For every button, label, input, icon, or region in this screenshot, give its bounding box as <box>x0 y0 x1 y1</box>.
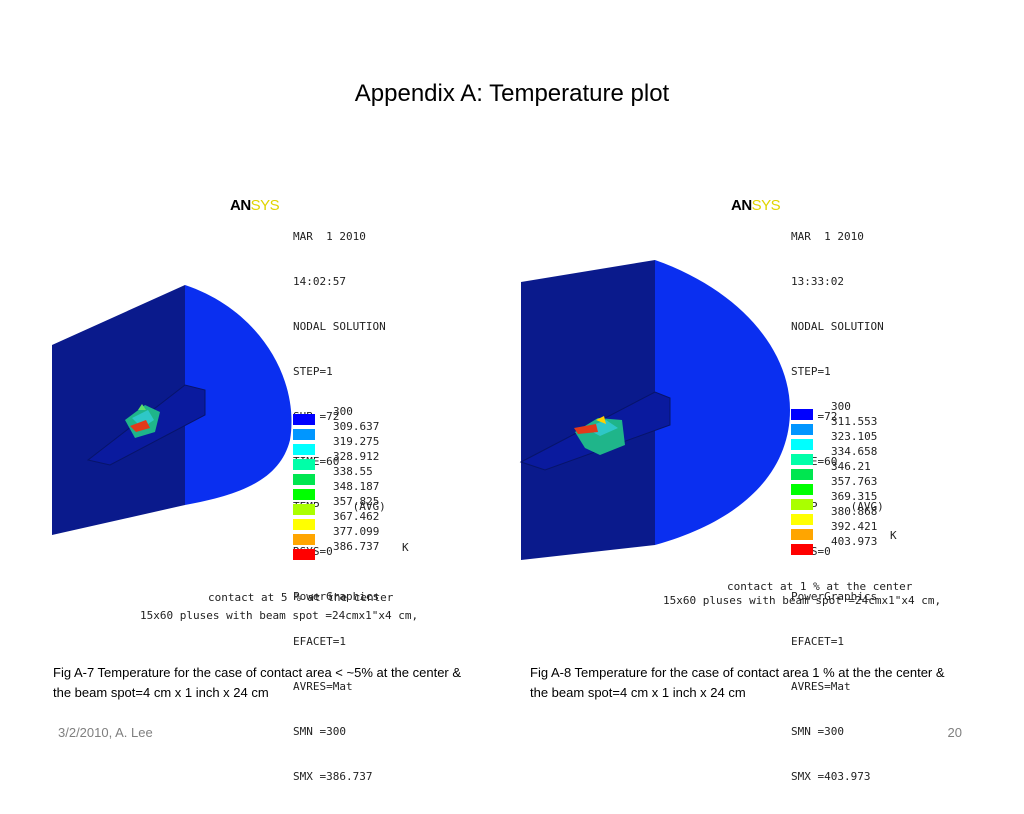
slide-title: Appendix A: Temperature plot <box>354 80 670 107</box>
legend-swatch <box>293 534 315 545</box>
plot-note-line1: contact at 5 % at the center <box>208 591 394 604</box>
legend-swatch <box>791 529 813 540</box>
info-line: NODAL SOLUTION <box>791 320 884 333</box>
legend-swatch <box>293 444 315 455</box>
legend-swatch <box>293 489 315 500</box>
ansys-logo: ANSYS <box>230 197 280 214</box>
info-line: MAR 1 2010 <box>791 230 864 243</box>
unit-label: K <box>890 529 897 542</box>
legend-value: 380.868 <box>831 505 878 518</box>
legend-value: 357.763 <box>831 475 878 488</box>
info-line: STEP=1 <box>293 365 333 378</box>
legend-value: 311.553 <box>831 415 878 428</box>
footer-date-author: 3/2/2010, A. Lee <box>58 725 153 740</box>
legend-value: 338.55 <box>333 465 373 478</box>
legend-value: 346.21 <box>831 460 871 473</box>
legend-swatch <box>293 474 315 485</box>
legend-swatch <box>791 484 813 495</box>
info-line: MAR 1 2010 <box>293 230 366 243</box>
legend-value: 323.105 <box>831 430 878 443</box>
legend-swatch <box>791 439 813 450</box>
plot-note-line1: contact at 1 % at the center <box>727 580 913 593</box>
legend-value: 319.275 <box>333 435 380 448</box>
legend-swatch <box>791 499 813 510</box>
ansys-logo: ANSYS <box>731 197 781 214</box>
legend-swatch <box>293 414 315 425</box>
fem-plot-a8 <box>519 260 790 560</box>
info-line: AVRES=Mat <box>791 680 851 693</box>
info-line: SMX =386.737 <box>293 770 373 783</box>
legend-value: 369.315 <box>831 490 878 503</box>
info-line: PowerGraphics <box>791 590 878 603</box>
legend-value: 334.658 <box>831 445 878 458</box>
legend-value: 392.421 <box>831 520 878 533</box>
legend-value: 300 <box>333 405 353 418</box>
info-line: EFACET=1 <box>791 635 844 648</box>
legend-swatch <box>293 549 315 560</box>
legend-value: 357.825 <box>333 495 380 508</box>
legend-swatch <box>293 504 315 515</box>
legend-value: 328.912 <box>333 450 380 463</box>
info-line: SMX =403.973 <box>791 770 871 783</box>
info-line: PowerGraphics <box>293 590 380 603</box>
plot-note-line2: 15x60 pluses with beam spot =24cmx1"x4 c… <box>663 594 942 607</box>
legend-value: 348.187 <box>333 480 380 493</box>
legend-value: 309.637 <box>333 420 380 433</box>
legend-value: 367.462 <box>333 510 380 523</box>
legend-swatch <box>791 469 813 480</box>
plot-note-line2: 15x60 pluses with beam spot =24cmx1"x4 c… <box>140 609 419 622</box>
unit-label: K <box>402 541 409 554</box>
legend-swatch <box>791 544 813 555</box>
legend-value: 386.737 <box>333 540 380 553</box>
legend-swatch <box>293 459 315 470</box>
legend-swatch <box>791 514 813 525</box>
page-number: 20 <box>947 725 962 740</box>
figure-caption: Fig A-7 Temperature for the case of cont… <box>53 665 462 700</box>
legend-swatch <box>791 409 813 420</box>
info-line: STEP=1 <box>791 365 831 378</box>
info-line: NODAL SOLUTION <box>293 320 386 333</box>
info-line: AVRES=Mat <box>293 680 353 693</box>
legend-swatch <box>791 454 813 465</box>
figure-caption: Fig A-8 Temperature for the case of cont… <box>530 665 945 700</box>
info-line: SMN =300 <box>791 725 844 738</box>
legend-value: 403.973 <box>831 535 878 548</box>
legend-value: 300 <box>831 400 851 413</box>
legend-value: 377.099 <box>333 525 380 538</box>
legend-swatch <box>791 424 813 435</box>
info-line: EFACET=1 <box>293 635 346 648</box>
info-line: SMN =300 <box>293 725 346 738</box>
fem-plot-a7 <box>52 285 292 535</box>
info-line: 14:02:57 <box>293 275 346 288</box>
info-line: 13:33:02 <box>791 275 844 288</box>
legend-swatch <box>293 429 315 440</box>
legend-swatch <box>293 519 315 530</box>
